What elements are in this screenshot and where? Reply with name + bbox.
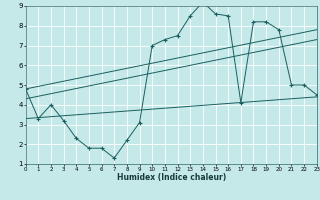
X-axis label: Humidex (Indice chaleur): Humidex (Indice chaleur) bbox=[116, 173, 226, 182]
